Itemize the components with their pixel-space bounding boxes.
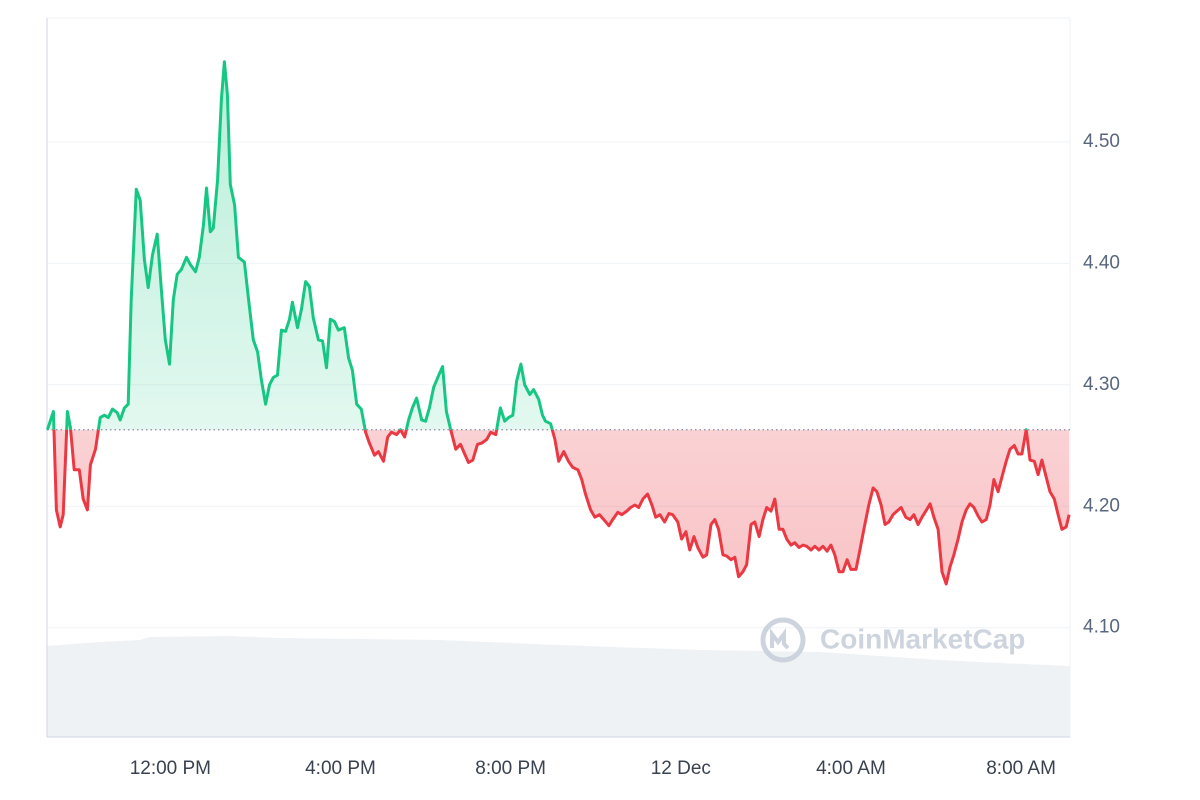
x-tick-label: 8:00 PM xyxy=(475,758,546,779)
price-line-up xyxy=(45,60,1028,430)
y-tick-label: 4.30 xyxy=(1083,374,1120,395)
price-line-down xyxy=(47,429,1071,586)
y-tick-label: 4.10 xyxy=(1083,617,1120,638)
y-tick-label: 4.50 xyxy=(1083,131,1120,152)
volume-area xyxy=(47,636,1070,737)
y-tick-label: 4.40 xyxy=(1083,252,1120,273)
x-tick-label: 12 Dec xyxy=(651,758,711,779)
area-up xyxy=(47,61,1027,430)
x-tick-label: 8:00 AM xyxy=(986,758,1056,779)
watermark-text: CoinMarketCap xyxy=(820,623,1025,654)
plot xyxy=(45,60,1071,586)
x-tick-label: 4:00 PM xyxy=(305,758,376,779)
watermark: CoinMarketCap xyxy=(760,617,1025,663)
x-tick-label: 12:00 PM xyxy=(130,758,211,779)
y-tick-label: 4.20 xyxy=(1083,495,1120,516)
x-tick-label: 4:00 AM xyxy=(816,758,886,779)
